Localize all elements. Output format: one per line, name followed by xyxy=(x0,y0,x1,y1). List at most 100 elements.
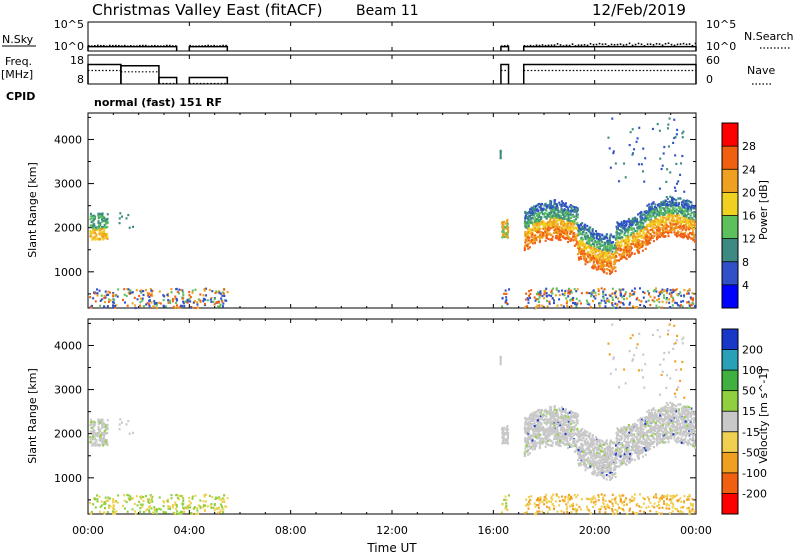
power-point xyxy=(637,240,639,242)
power-point xyxy=(673,231,675,233)
nsearch-point xyxy=(662,44,664,46)
velocity-point xyxy=(101,437,103,439)
power-point xyxy=(617,241,619,243)
power-point xyxy=(551,292,553,294)
velocity-point xyxy=(167,505,169,507)
velocity-point xyxy=(654,502,656,504)
velocity-point xyxy=(135,513,137,515)
velocity-point xyxy=(670,495,672,497)
nsearch-point xyxy=(557,43,559,45)
power-colorbar-cell xyxy=(722,192,738,215)
power-point xyxy=(528,239,530,241)
power-point xyxy=(680,301,682,303)
nsearch-point xyxy=(504,45,506,47)
velocity-point xyxy=(635,512,637,514)
power-point xyxy=(625,176,627,178)
power-colorbar-cell xyxy=(722,123,738,146)
power-point xyxy=(678,214,680,216)
velocity-y-tick-label: 1000 xyxy=(54,472,82,485)
power-point xyxy=(537,210,539,212)
power-point xyxy=(591,291,593,293)
power-point xyxy=(602,293,604,295)
nsearch-point xyxy=(542,44,544,46)
power-point xyxy=(614,266,616,268)
power-point xyxy=(663,208,665,210)
velocity-point xyxy=(95,506,97,508)
power-point xyxy=(524,233,526,235)
power-point xyxy=(683,225,685,227)
power-point xyxy=(607,269,609,271)
power-point xyxy=(636,238,638,240)
power-point xyxy=(629,293,631,295)
velocity-point xyxy=(113,505,115,507)
velocity-point xyxy=(204,509,206,511)
power-point xyxy=(623,227,625,229)
power-point xyxy=(597,288,599,290)
power-point xyxy=(221,300,223,302)
power-point xyxy=(121,216,123,218)
power-point xyxy=(581,241,583,243)
velocity-point xyxy=(154,508,156,510)
power-point xyxy=(674,187,676,189)
velocity-point xyxy=(671,498,673,500)
velocity-point xyxy=(179,512,181,514)
power-point xyxy=(646,205,648,207)
power-point xyxy=(546,292,548,294)
power-point xyxy=(220,297,222,299)
power-point xyxy=(655,210,657,212)
power-point xyxy=(653,240,655,242)
power-point xyxy=(527,248,529,250)
velocity-point xyxy=(589,498,591,500)
power-point xyxy=(129,289,131,291)
power-point xyxy=(187,302,189,304)
power-point xyxy=(536,293,538,295)
power-point xyxy=(599,236,601,238)
velocity-point xyxy=(156,513,158,515)
power-point xyxy=(631,247,633,249)
velocity-point xyxy=(199,499,201,501)
power-point xyxy=(101,298,103,300)
power-colorbar-label: Power [dB] xyxy=(757,180,770,240)
power-point xyxy=(570,216,572,218)
velocity-point xyxy=(630,449,632,451)
power-point xyxy=(670,294,672,296)
power-point xyxy=(205,294,207,296)
power-point xyxy=(629,144,631,146)
power-point xyxy=(682,131,684,133)
power-point xyxy=(575,290,577,292)
velocity-point xyxy=(672,495,674,497)
power-point xyxy=(209,289,211,291)
power-point xyxy=(668,235,670,237)
power-point xyxy=(171,291,173,293)
power-point xyxy=(590,247,592,249)
power-point xyxy=(601,237,603,239)
power-point xyxy=(122,299,124,301)
velocity-point xyxy=(574,494,576,496)
nsearch-point xyxy=(656,43,658,45)
power-point xyxy=(687,213,689,215)
velocity-point xyxy=(95,432,97,434)
power-point xyxy=(580,252,582,254)
power-point xyxy=(589,292,591,294)
nsearch-point xyxy=(596,44,598,46)
velocity-point xyxy=(107,500,109,502)
power-point xyxy=(632,237,634,239)
velocity-point xyxy=(528,508,530,510)
power-point xyxy=(685,235,687,237)
power-point xyxy=(671,223,673,225)
velocity-point xyxy=(666,507,668,509)
velocity-colorbar-tick-label: 100 xyxy=(742,364,763,377)
power-point xyxy=(528,302,530,304)
velocity-point xyxy=(553,508,555,510)
power-point xyxy=(210,301,212,303)
power-point xyxy=(586,300,588,302)
power-point xyxy=(92,230,94,232)
velocity-point xyxy=(110,505,112,507)
power-point xyxy=(626,254,628,256)
power-point xyxy=(655,305,657,307)
nsearch-point xyxy=(154,45,156,47)
nsearch-point xyxy=(501,45,503,47)
power-point xyxy=(124,301,126,303)
power-point xyxy=(624,293,626,295)
nsearch-point xyxy=(189,45,191,47)
